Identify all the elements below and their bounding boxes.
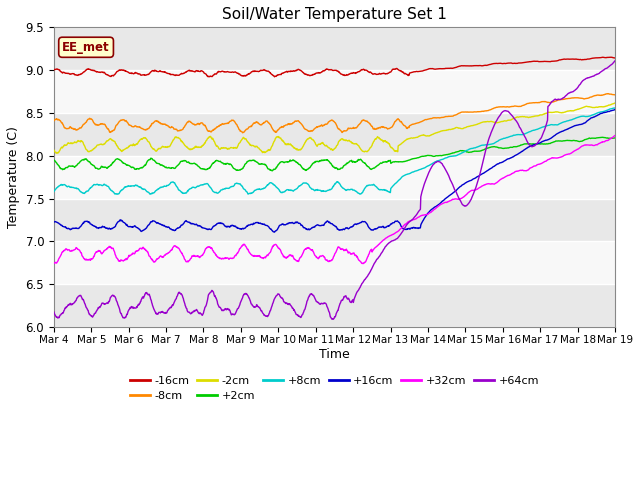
+64cm — [175, 289, 182, 295]
+2cm — [422, 153, 429, 159]
-16cm — [611, 55, 619, 61]
+32cm — [175, 245, 182, 251]
+32cm — [545, 156, 552, 162]
+64cm — [50, 309, 58, 315]
-16cm — [607, 54, 614, 60]
+16cm — [545, 136, 552, 142]
+64cm — [237, 298, 245, 303]
-2cm — [175, 135, 183, 141]
+8cm — [422, 164, 429, 170]
+2cm — [495, 145, 503, 151]
+8cm — [175, 187, 183, 193]
Line: +2cm: +2cm — [54, 137, 615, 171]
+64cm — [161, 310, 169, 316]
-8cm — [422, 117, 429, 122]
Line: +8cm: +8cm — [54, 108, 615, 194]
-8cm — [175, 128, 182, 133]
-2cm — [545, 109, 552, 115]
Bar — [54, 113, 615, 156]
-16cm — [545, 59, 552, 64]
+2cm — [268, 168, 276, 174]
-16cm — [237, 73, 245, 79]
+16cm — [271, 229, 278, 235]
-16cm — [271, 74, 278, 80]
-2cm — [238, 137, 246, 143]
+32cm — [50, 260, 58, 266]
+2cm — [175, 161, 182, 167]
Line: +16cm: +16cm — [54, 109, 615, 232]
Line: +32cm: +32cm — [54, 135, 615, 264]
-16cm — [50, 67, 58, 73]
+8cm — [545, 122, 552, 128]
-2cm — [53, 150, 61, 156]
Bar — [54, 27, 615, 70]
-8cm — [604, 91, 612, 96]
+16cm — [237, 227, 245, 232]
Line: +64cm: +64cm — [54, 61, 615, 319]
-8cm — [50, 118, 58, 124]
+16cm — [495, 160, 503, 166]
-2cm — [50, 147, 58, 153]
+8cm — [495, 137, 503, 143]
Bar — [54, 70, 615, 113]
+32cm — [422, 212, 429, 218]
+32cm — [161, 252, 169, 258]
Bar — [54, 199, 615, 241]
+64cm — [422, 177, 429, 183]
-16cm — [175, 72, 182, 78]
-16cm — [495, 60, 503, 66]
Bar — [54, 284, 615, 327]
+8cm — [611, 105, 618, 111]
X-axis label: Time: Time — [319, 348, 350, 360]
+32cm — [495, 178, 503, 183]
-8cm — [611, 92, 619, 98]
+16cm — [611, 107, 619, 112]
-8cm — [239, 130, 246, 136]
-2cm — [422, 133, 429, 139]
+64cm — [611, 58, 619, 64]
-8cm — [495, 104, 503, 110]
-8cm — [237, 129, 245, 134]
+2cm — [598, 134, 606, 140]
Legend: -16cm, -8cm, -2cm, +2cm, +8cm, +16cm, +32cm, +64cm: -16cm, -8cm, -2cm, +2cm, +8cm, +16cm, +3… — [125, 371, 543, 406]
+2cm — [611, 135, 619, 141]
Line: -2cm: -2cm — [54, 103, 615, 153]
+8cm — [611, 105, 619, 111]
Text: EE_met: EE_met — [62, 41, 110, 54]
+16cm — [175, 225, 182, 231]
-2cm — [495, 120, 503, 125]
-16cm — [161, 69, 169, 75]
+8cm — [161, 183, 169, 189]
Line: -16cm: -16cm — [54, 57, 615, 77]
Y-axis label: Temperature (C): Temperature (C) — [7, 126, 20, 228]
+16cm — [161, 224, 169, 229]
+2cm — [161, 164, 169, 170]
-2cm — [611, 100, 619, 106]
+32cm — [359, 261, 367, 266]
Bar — [54, 156, 615, 199]
-16cm — [422, 67, 429, 73]
-8cm — [161, 121, 169, 127]
+32cm — [611, 132, 619, 138]
+2cm — [237, 167, 245, 172]
+2cm — [50, 157, 58, 163]
+64cm — [545, 103, 552, 108]
+64cm — [330, 316, 337, 322]
+8cm — [50, 189, 58, 194]
-2cm — [161, 144, 169, 150]
-8cm — [545, 99, 552, 105]
+64cm — [495, 113, 503, 119]
Line: -8cm: -8cm — [54, 94, 615, 133]
+16cm — [422, 213, 429, 219]
+16cm — [50, 219, 58, 225]
+32cm — [237, 244, 245, 250]
Title: Soil/Water Temperature Set 1: Soil/Water Temperature Set 1 — [222, 7, 447, 22]
+8cm — [114, 192, 122, 197]
+2cm — [545, 141, 552, 146]
Bar — [54, 241, 615, 284]
+8cm — [238, 183, 246, 189]
